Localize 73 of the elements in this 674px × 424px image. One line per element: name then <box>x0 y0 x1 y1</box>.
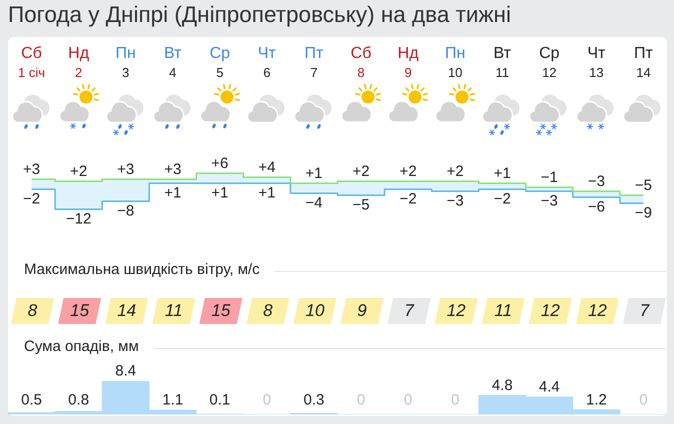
data-label: +1 <box>211 184 228 202</box>
data-label: 0 <box>262 392 272 409</box>
data-label: +4 <box>258 158 276 176</box>
data-label: −2 <box>494 190 511 208</box>
data-label: −3 <box>588 172 605 190</box>
chart-title: Погода у Дніпрі (Дніпропетровську) на два тижні <box>8 2 511 28</box>
x-tick-label: Пт 7 <box>304 45 324 81</box>
data-label: −2 <box>400 190 417 208</box>
data-label: 11 <box>164 301 183 320</box>
data-label: +3 <box>164 160 182 178</box>
data-label: 15 <box>211 301 231 320</box>
data-label: +2 <box>352 162 370 180</box>
data-label: 10 <box>306 301 325 320</box>
x-tick-label: Чт 6 <box>258 45 276 81</box>
data-label: 0 <box>404 392 412 409</box>
data-label: +3 <box>22 160 40 178</box>
data-label: +1 <box>164 184 182 202</box>
data-label: 1.1 <box>162 392 184 409</box>
data-label: 12 <box>588 301 608 320</box>
data-label: +1 <box>258 184 276 202</box>
chart-title: Максимальна швидкість вітру, м/с <box>24 261 260 279</box>
x-tick-label: Ср 12 <box>539 45 560 81</box>
data-label: 1.2 <box>586 391 607 408</box>
x-tick-label: Пн 3 <box>116 45 136 81</box>
data-label: +2 <box>446 162 464 180</box>
data-label: 0 <box>451 392 460 409</box>
data-label: 4.8 <box>492 377 513 394</box>
x-tick-label: Ср 5 <box>210 45 230 81</box>
x-tick-label: Нд 9 <box>398 45 419 81</box>
data-label: 0.3 <box>304 392 324 409</box>
data-label: 11 <box>494 301 512 320</box>
data-label: 14 <box>117 301 136 320</box>
data-label: +3 <box>117 160 134 178</box>
data-label: 0 <box>356 392 366 409</box>
data-label: 0.8 <box>68 392 90 409</box>
data-label: 7 <box>404 301 414 320</box>
x-tick-label: Вт 11 <box>494 45 511 81</box>
data-label: 15 <box>70 301 90 320</box>
data-label: +1 <box>305 164 323 182</box>
data-label: +6 <box>211 154 228 172</box>
data-label: 12 <box>446 301 466 320</box>
data-label: −3 <box>446 192 464 210</box>
data-label: −4 <box>305 194 323 212</box>
data-label: −8 <box>117 202 134 220</box>
data-label: +2 <box>400 162 417 180</box>
data-label: 0 <box>639 392 648 409</box>
data-label: −2 <box>22 190 40 208</box>
data-label: 9 <box>357 301 368 320</box>
data-label: −1 <box>540 168 558 186</box>
data-label: +1 <box>494 164 511 182</box>
x-tick-label: Пн 10 <box>445 45 466 81</box>
x-tick-label: Нд 2 <box>68 45 90 81</box>
chart-title: Сума опадів, мм <box>24 338 139 356</box>
data-label: 7 <box>640 301 650 320</box>
x-tick-label: Чт 13 <box>587 45 606 81</box>
data-label: 8 <box>263 301 274 320</box>
x-tick-label: Сб 1 січ <box>18 45 46 81</box>
data-label: −9 <box>634 204 652 222</box>
data-label: 0.5 <box>21 392 42 409</box>
x-tick-label: Сб 8 <box>350 45 372 81</box>
data-label: −12 <box>66 210 92 228</box>
data-label: 8 <box>28 301 38 320</box>
data-label: 12 <box>540 301 560 320</box>
data-label: 8.4 <box>115 362 136 380</box>
x-tick-label: Вт 4 <box>164 45 182 81</box>
data-label: −6 <box>588 198 605 216</box>
data-label: −5 <box>352 196 370 214</box>
data-label: −3 <box>540 192 558 210</box>
data-label: 4.4 <box>538 378 560 396</box>
data-label: −5 <box>634 176 652 194</box>
data-label: +2 <box>70 162 88 180</box>
x-tick-label: Пт 14 <box>634 45 653 81</box>
data-label: 0.1 <box>209 392 230 409</box>
